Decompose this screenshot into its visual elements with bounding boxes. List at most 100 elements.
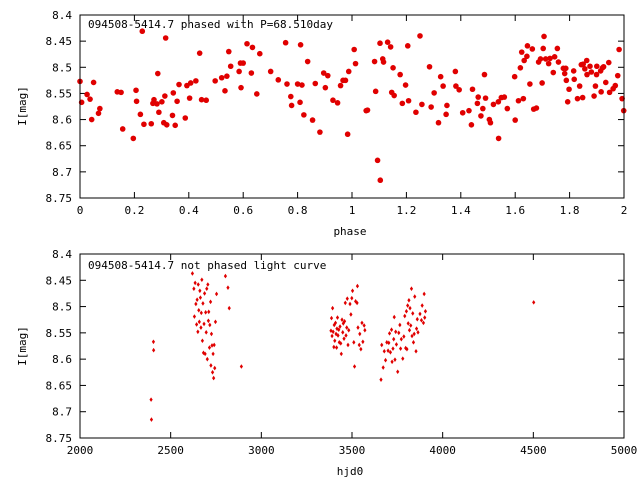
phased-data-point <box>225 48 232 55</box>
phased-data-point <box>527 81 533 87</box>
unphased-data-point <box>345 325 349 330</box>
phased-data-point <box>380 59 387 65</box>
phased-data-point <box>275 77 282 83</box>
phased-data-point <box>593 71 600 78</box>
unphased-data-point <box>204 330 208 335</box>
phased-data-point <box>137 111 144 118</box>
phased-data-point <box>118 89 124 96</box>
phased-data-point <box>141 121 147 128</box>
unphased-data-point <box>202 321 206 327</box>
phased-data-point <box>148 120 155 127</box>
phased-data-point <box>288 93 294 100</box>
phased-data-point <box>391 92 397 99</box>
unphased-data-point <box>211 351 215 357</box>
phased-data-point <box>244 40 250 47</box>
phased-data-point <box>384 39 391 45</box>
phased-data-point <box>322 84 329 91</box>
phased-data-point <box>562 65 569 72</box>
phased-data-point <box>88 116 95 123</box>
unphased-data-point <box>209 331 214 337</box>
unphased-data-point <box>151 339 156 345</box>
phased-data-point <box>299 82 305 88</box>
unphased-data-point <box>355 283 360 289</box>
phased-data-point <box>374 157 381 164</box>
unphased-data-point <box>532 300 536 305</box>
unphased-y-tick-label: 8.45 <box>46 274 73 287</box>
phased-data-point <box>240 60 246 66</box>
unphased-data-point <box>418 311 422 317</box>
phased-data-point <box>405 97 412 104</box>
phased-x-tick-label: 1.8 <box>560 204 580 217</box>
phased-data-point <box>616 46 622 53</box>
phased-data-point <box>87 96 93 102</box>
unphased-x-tick-label: 5000 <box>611 444 638 457</box>
phased-data-point <box>176 81 182 88</box>
unphased-data-point <box>339 341 343 346</box>
phased-data-point <box>555 59 562 65</box>
unphased-data-point <box>397 330 401 336</box>
unphased-data-point <box>398 322 402 328</box>
unphased-data-point <box>411 340 416 345</box>
unphased-x-tick-label: 2000 <box>67 444 94 457</box>
phased-data-point <box>444 102 450 109</box>
unphased-data-point <box>406 321 410 326</box>
unphased-data-point <box>419 317 424 323</box>
phased-data-point <box>426 63 433 70</box>
unphased-data-point <box>421 320 426 326</box>
phased-plot-title: 094508-5414.7 phased with P=68.510day <box>88 18 333 31</box>
unphased-plot-title: 094508-5414.7 not phased light curve <box>88 259 326 272</box>
phased-data-point <box>334 100 341 106</box>
phased-data-point <box>224 73 230 79</box>
unphased-data-point <box>329 315 334 321</box>
unphased-plot-y-axis-label: I[mag] <box>16 326 29 366</box>
phased-data-point <box>377 177 384 184</box>
phased-data-point <box>377 40 383 47</box>
unphased-plot-ticks: 2000 2500 3000 3500 4000 4500 5000 8.4 8.45 8.5 8.… <box>46 248 638 457</box>
phased-data-point <box>196 50 203 56</box>
phased-data-point <box>90 79 97 86</box>
phased-data-point <box>504 105 511 112</box>
unphased-x-tick-label: 4500 <box>520 444 547 457</box>
unphased-data-point <box>412 331 416 337</box>
unphased-x-tick-label: 3500 <box>339 444 366 457</box>
phased-data-point <box>490 101 497 108</box>
phased-data-point <box>521 57 527 64</box>
phased-data-point <box>390 65 396 71</box>
unphased-data-point <box>406 303 410 308</box>
phased-data-point <box>139 28 146 35</box>
unphased-data-point <box>205 286 209 291</box>
phased-data-point <box>330 97 336 104</box>
unphased-data-point <box>210 343 214 348</box>
unphased-data-point <box>350 295 354 301</box>
phased-data-point <box>312 80 319 87</box>
unphased-plot-x-axis-label: hjd0 <box>337 465 364 478</box>
unphased-plot-frame <box>79 253 625 439</box>
phased-data-point <box>435 119 442 126</box>
unphased-data-point <box>393 357 397 362</box>
unphased-data-point <box>341 321 345 326</box>
unphased-data-point <box>330 333 334 339</box>
phased-data-point <box>468 122 475 128</box>
phased-data-point <box>387 44 394 50</box>
unphased-y-tick-label: 8.4 <box>52 248 72 261</box>
unphased-data-point <box>342 336 346 341</box>
unphased-data-point <box>152 347 156 353</box>
unphased-data-point <box>358 331 362 337</box>
unphased-data-point <box>330 305 335 311</box>
phased-data-point <box>309 117 316 123</box>
phased-data-point <box>154 70 161 77</box>
phased-data-point <box>324 72 331 79</box>
phased-data-point <box>474 100 481 107</box>
unphased-data-point <box>333 320 338 326</box>
phased-data-point <box>193 78 199 84</box>
phased-data-point <box>431 90 437 96</box>
unphased-data-point <box>381 365 385 370</box>
unphased-data-point <box>338 324 342 329</box>
phased-data-point <box>317 129 323 135</box>
unphased-data-point <box>414 326 419 331</box>
phased-data-point <box>582 66 588 72</box>
phased-data-point <box>576 83 583 89</box>
phased-data-point <box>571 76 578 83</box>
phased-y-tick-label: 8.75 <box>46 192 73 205</box>
phased-plot-x-axis-label: phase <box>333 225 366 238</box>
